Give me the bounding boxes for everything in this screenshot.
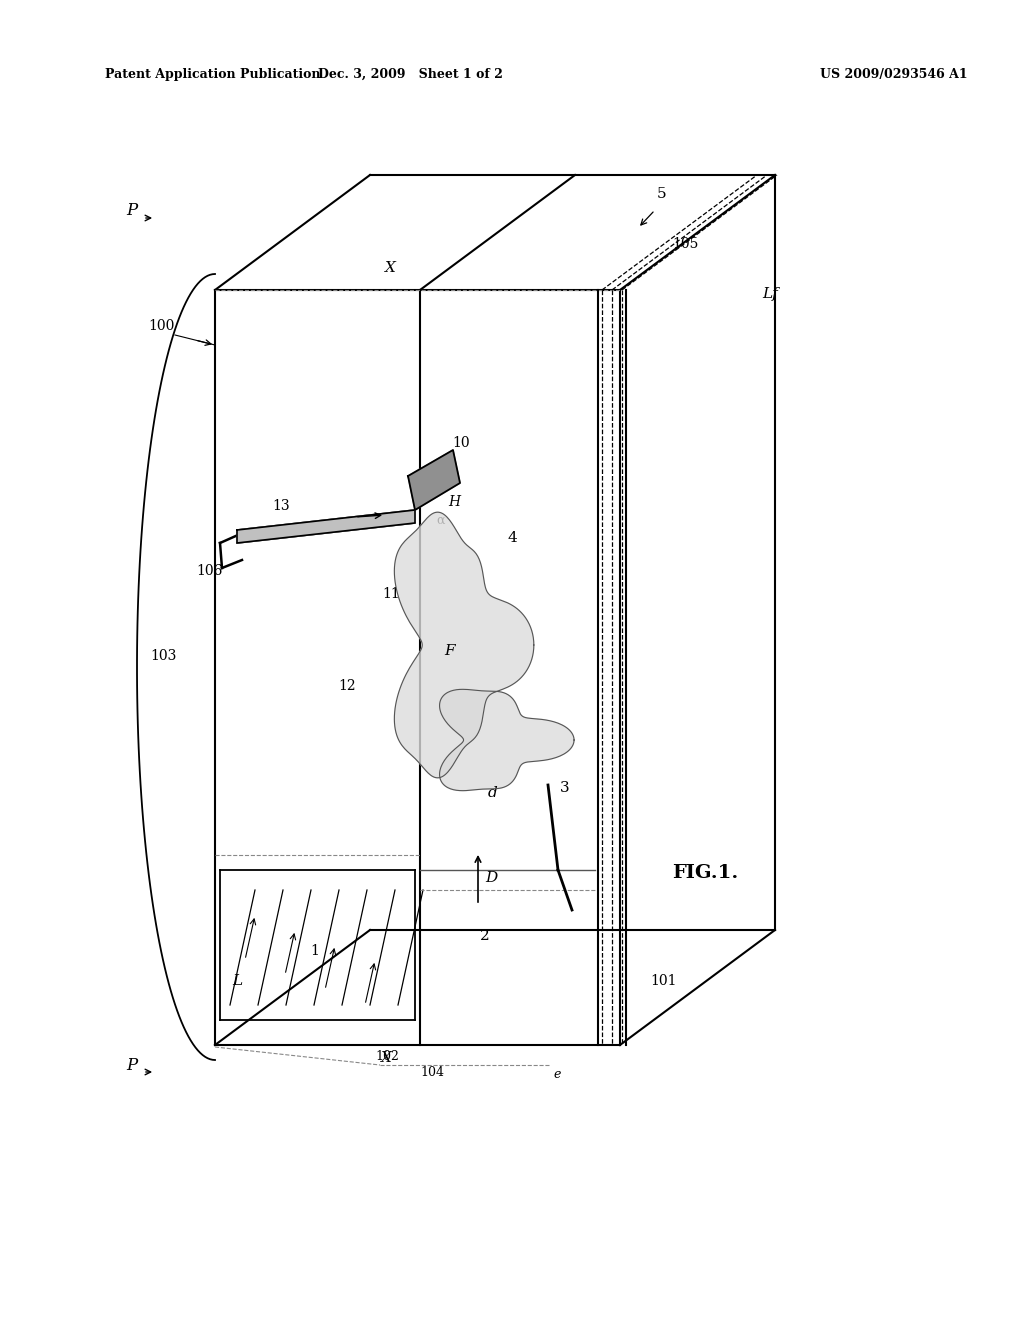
Text: 100: 100	[148, 319, 174, 333]
Text: H: H	[449, 495, 460, 510]
Text: X: X	[385, 261, 395, 275]
Text: 1: 1	[310, 944, 318, 958]
Text: 103: 103	[150, 649, 176, 663]
Text: 12: 12	[338, 678, 355, 693]
Text: 101: 101	[650, 974, 677, 987]
Polygon shape	[394, 512, 534, 777]
Polygon shape	[237, 510, 415, 543]
Text: 2: 2	[480, 929, 489, 942]
Text: α: α	[436, 513, 444, 527]
Text: e: e	[553, 1068, 560, 1081]
Polygon shape	[408, 450, 460, 510]
Text: FIG.1.: FIG.1.	[672, 865, 738, 882]
Text: d: d	[488, 785, 498, 800]
Text: 13: 13	[272, 499, 290, 513]
Text: Dec. 3, 2009   Sheet 1 of 2: Dec. 3, 2009 Sheet 1 of 2	[317, 69, 503, 81]
Text: 102: 102	[375, 1049, 399, 1063]
Text: 5: 5	[657, 187, 667, 201]
Text: F: F	[444, 644, 455, 657]
Text: P: P	[126, 202, 137, 219]
Text: 104: 104	[420, 1067, 444, 1078]
Text: D: D	[485, 871, 498, 884]
Text: X: X	[381, 1051, 391, 1065]
Text: L: L	[232, 974, 242, 987]
Text: P: P	[126, 1057, 137, 1074]
Text: 11: 11	[382, 587, 399, 601]
Polygon shape	[439, 689, 574, 791]
Text: 10: 10	[452, 436, 470, 450]
Text: Patent Application Publication: Patent Application Publication	[105, 69, 321, 81]
Text: 4: 4	[507, 531, 517, 545]
Text: 3: 3	[560, 781, 569, 795]
Text: US 2009/0293546 A1: US 2009/0293546 A1	[820, 69, 968, 81]
Text: 106: 106	[196, 564, 222, 578]
Text: Lf: Lf	[762, 286, 778, 301]
Text: 105: 105	[672, 238, 698, 251]
